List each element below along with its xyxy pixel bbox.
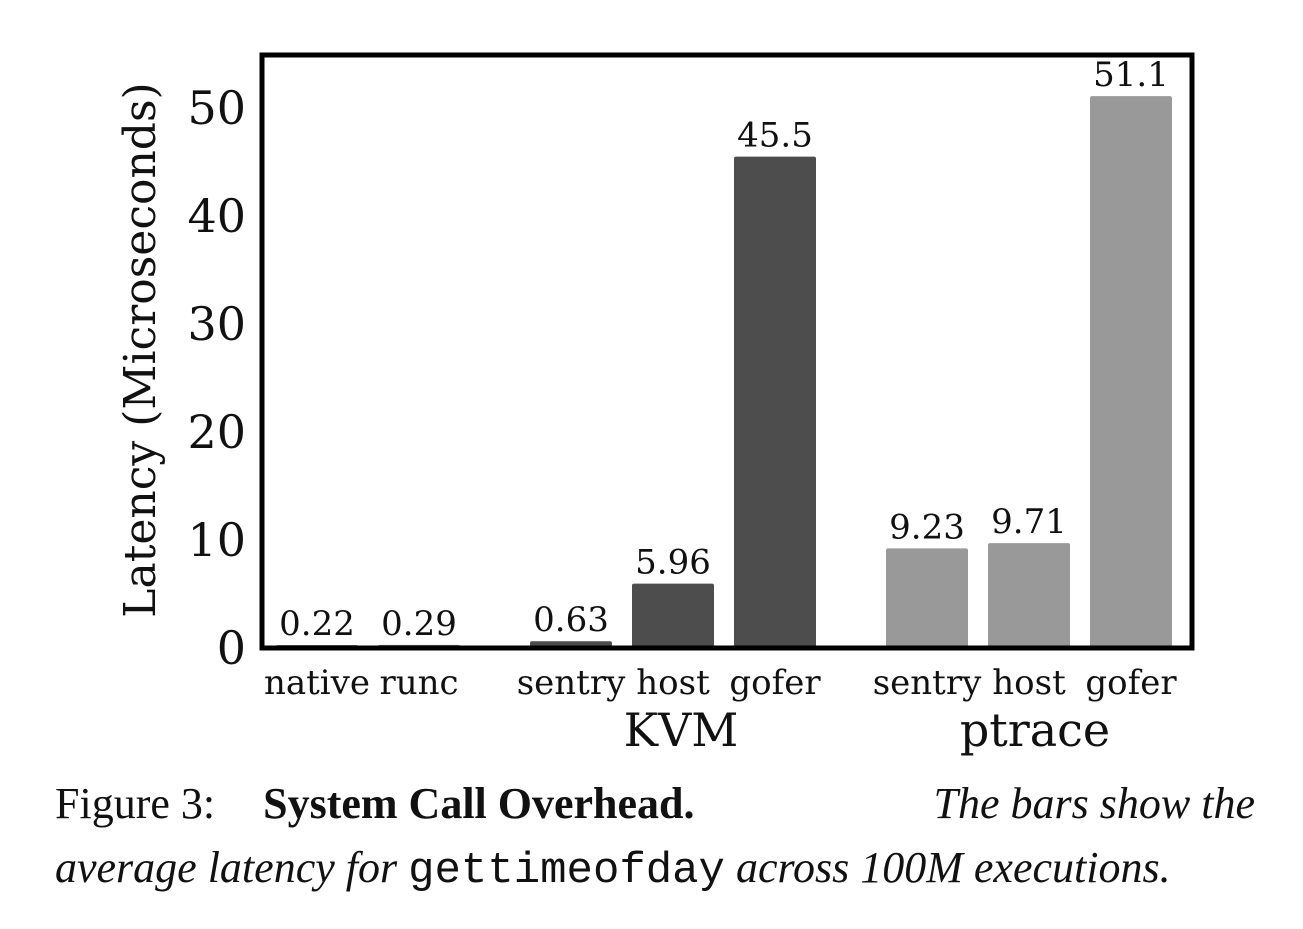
caption-label: Figure 3: <box>55 779 216 828</box>
x-tick-label: sentry <box>517 663 626 703</box>
bar-kvm-host <box>632 583 714 648</box>
caption-title: System Call Overhead. <box>263 779 695 828</box>
bar-ptrace-gofer <box>1090 96 1172 649</box>
group-label-ptrace: ptrace <box>960 703 1110 757</box>
group-label-kvm: KVM <box>624 703 739 757</box>
y-tick-label: 30 <box>187 297 246 351</box>
value-label: 5.96 <box>635 543 711 583</box>
value-label: 0.29 <box>381 604 457 644</box>
value-label: 9.71 <box>991 502 1067 542</box>
bar-ptrace-sentry <box>886 548 968 648</box>
bar-kvm-gofer <box>734 156 816 648</box>
x-tick-label: gofer <box>729 663 821 703</box>
y-tick-label: 40 <box>187 189 246 243</box>
value-label: 51.1 <box>1093 55 1169 95</box>
x-tick-label: host <box>636 663 710 703</box>
caption-text-3: across 100M executions. <box>735 843 1171 892</box>
x-tick-label: host <box>992 663 1066 703</box>
value-label: 0.22 <box>279 604 355 644</box>
bar-chart: 0.22 native 0.29 runc 0.63 sentry 5.96 host 45.5… <box>115 52 1195 757</box>
value-label: 45.5 <box>737 116 813 156</box>
y-tick-label: 20 <box>187 405 246 459</box>
x-tick-label: sentry <box>873 663 982 703</box>
x-tick-label: native <box>264 663 370 703</box>
caption-text-2: average latency for <box>55 843 398 892</box>
caption-text-1: The bars show the <box>933 779 1255 828</box>
caption-code: gettimeofday <box>408 846 725 896</box>
value-label: 9.23 <box>889 507 965 547</box>
bar-ptrace-host <box>988 543 1070 648</box>
y-axis-label: Latency (Microseconds) <box>115 82 166 617</box>
value-label: 0.63 <box>533 600 609 640</box>
x-tick-label: runc <box>379 663 458 703</box>
y-tick-label: 50 <box>187 81 246 135</box>
x-tick-label: gofer <box>1085 663 1177 703</box>
figure-caption: Figure 3: System Call Overhead. The bars … <box>55 772 1255 903</box>
plot-frame <box>259 52 1195 651</box>
y-tick-label: 10 <box>187 513 246 567</box>
y-tick-label: 0 <box>217 621 246 675</box>
